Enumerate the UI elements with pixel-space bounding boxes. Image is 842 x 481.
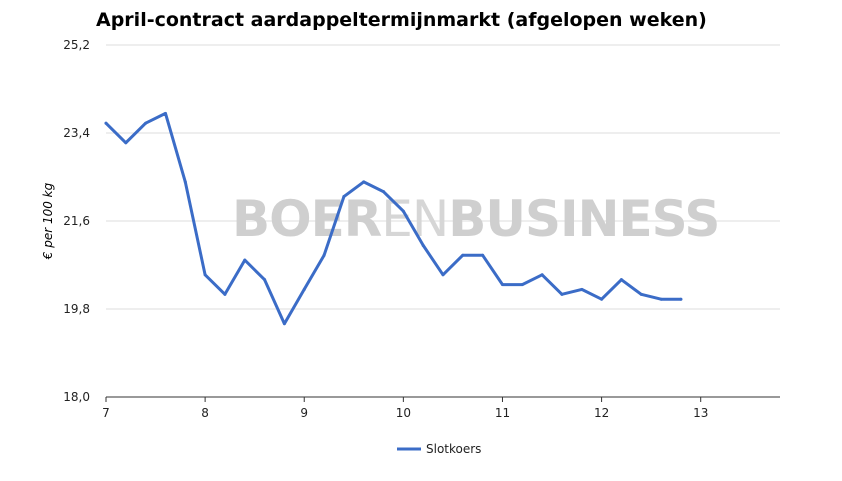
data-point <box>639 292 643 296</box>
data-point <box>481 253 485 257</box>
data-point <box>382 190 386 194</box>
data-point <box>302 287 306 291</box>
data-point <box>342 195 346 199</box>
legend-label-slotkoers: Slotkoers <box>426 442 481 456</box>
data-point <box>362 180 366 184</box>
data-point <box>163 111 167 115</box>
data-point <box>144 121 148 125</box>
data-point <box>441 273 445 277</box>
y-tick-label: 21,6 <box>63 214 90 228</box>
x-tick-label: 13 <box>693 406 708 420</box>
y-axis-title: € per 100 kg <box>41 182 55 260</box>
legend: Slotkoers <box>397 442 481 456</box>
x-tick-label: 8 <box>201 406 209 420</box>
data-point <box>401 209 405 213</box>
y-tick-label: 25,2 <box>63 38 90 52</box>
data-point <box>282 322 286 326</box>
y-tick-labels: 18,0 19,8 21,6 23,4 25,2 <box>63 38 90 404</box>
x-tick-label: 9 <box>300 406 308 420</box>
y-tick-label: 19,8 <box>63 302 90 316</box>
watermark-logo: BOERENBUSINESS <box>232 190 720 248</box>
watermark-part1: BOER <box>232 190 382 248</box>
data-point <box>619 278 623 282</box>
y-tick-label: 18,0 <box>63 390 90 404</box>
svg-text:BOERENBUSINESS: BOERENBUSINESS <box>232 190 719 248</box>
data-point <box>540 273 544 277</box>
x-tick-label: 10 <box>396 406 411 420</box>
series-layer <box>104 111 683 326</box>
data-point <box>183 180 187 184</box>
data-point <box>461 253 465 257</box>
x-tick-label: 7 <box>102 406 110 420</box>
data-point <box>600 297 604 301</box>
data-point <box>203 273 207 277</box>
data-point <box>520 283 524 287</box>
data-point <box>243 258 247 262</box>
data-point <box>223 292 227 296</box>
series-line-slotkoers <box>104 111 683 326</box>
data-point <box>104 121 108 125</box>
data-point <box>124 141 128 145</box>
data-point <box>421 243 425 247</box>
watermark-part3: BUSINESS <box>448 190 719 248</box>
y-tick-label: 23,4 <box>63 126 90 140</box>
data-point <box>500 283 504 287</box>
data-point <box>580 287 584 291</box>
data-point <box>322 253 326 257</box>
gridlines <box>106 44 780 310</box>
axes <box>105 396 780 402</box>
x-tick-label: 11 <box>495 406 510 420</box>
data-point <box>263 278 267 282</box>
data-point <box>560 292 564 296</box>
chart-title: April-contract aardappeltermijnmarkt (af… <box>96 9 707 31</box>
data-point <box>659 297 663 301</box>
x-tick-label: 12 <box>594 406 609 420</box>
data-point <box>679 297 683 301</box>
x-tick-labels: 7 8 9 10 11 12 13 <box>102 406 708 420</box>
